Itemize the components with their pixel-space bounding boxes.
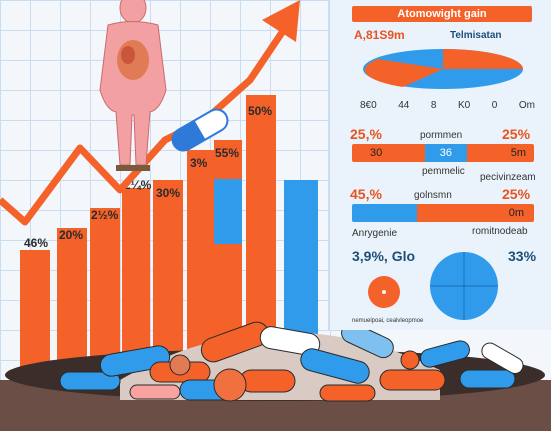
tick-label: 44 (398, 100, 410, 111)
bar-label: 3% (190, 156, 208, 170)
bar1-right: 5m (510, 147, 526, 159)
bar1-seg: 5m (466, 144, 534, 162)
row3-mid: golnsmn (414, 190, 452, 201)
footnote: nemuelpoai, cealvleopmoe (352, 318, 424, 324)
stat-left: 3,9%, Glo (352, 248, 416, 264)
bar3-seg: 0m (416, 204, 534, 222)
tick-label: 8 (430, 100, 437, 111)
blue-circle-chart (430, 252, 498, 320)
capsule-icon (171, 108, 229, 152)
panel-title: Atomowight gain (352, 6, 532, 22)
info-panel: Atomowight gain A,81S9m Telmisatan 8€0 4… (328, 0, 551, 330)
bar1-seg: 30 (352, 144, 425, 162)
bar1: 30 36 5m (352, 144, 534, 162)
bar1-seg: 36 (424, 144, 467, 162)
row3-right: 25% (502, 186, 531, 202)
bar3: 0m (352, 204, 534, 222)
bar-label: 30% (156, 186, 181, 200)
row3-left: 45,% (350, 186, 382, 202)
bar-label: 55% (215, 146, 240, 160)
pie-name: Telmisatan (450, 30, 502, 41)
pie-value: A,81S9m (354, 28, 405, 42)
bar1-left: 30 (370, 147, 383, 159)
small-orange-dot (368, 276, 400, 308)
tick-label: Om (518, 100, 535, 111)
row1-mid: pormmen (420, 130, 463, 141)
row1-right: 25% (502, 126, 531, 142)
tick-label: 8€0 (360, 100, 377, 111)
tick-label: K0 (457, 100, 471, 111)
panel-title-text: Atomowight gain (397, 8, 487, 20)
pie-chart (363, 49, 523, 89)
bar3-right: 0m (508, 207, 524, 219)
row2-right: pecivinzeam (480, 172, 536, 183)
row1-left: 25,% (350, 126, 382, 142)
bar-label: 50% (248, 104, 273, 118)
bar-label: 46% (24, 236, 49, 250)
bar-label: 2½% (91, 208, 119, 222)
row2-mid: pemmelic (422, 166, 465, 177)
row4-right: romitnodeab (472, 226, 528, 237)
row4-left: Anrygenie (352, 228, 398, 239)
bar1-mid: 36 (439, 147, 453, 159)
pie-ticks: 8€0 44 8 K0 0 Om (360, 100, 535, 111)
stat-right: 33% (508, 248, 537, 264)
body-figure-icon (99, 0, 167, 171)
bar3-seg (352, 204, 417, 222)
bar-label: 20% (59, 228, 84, 242)
tick-label: 0 (491, 100, 498, 111)
